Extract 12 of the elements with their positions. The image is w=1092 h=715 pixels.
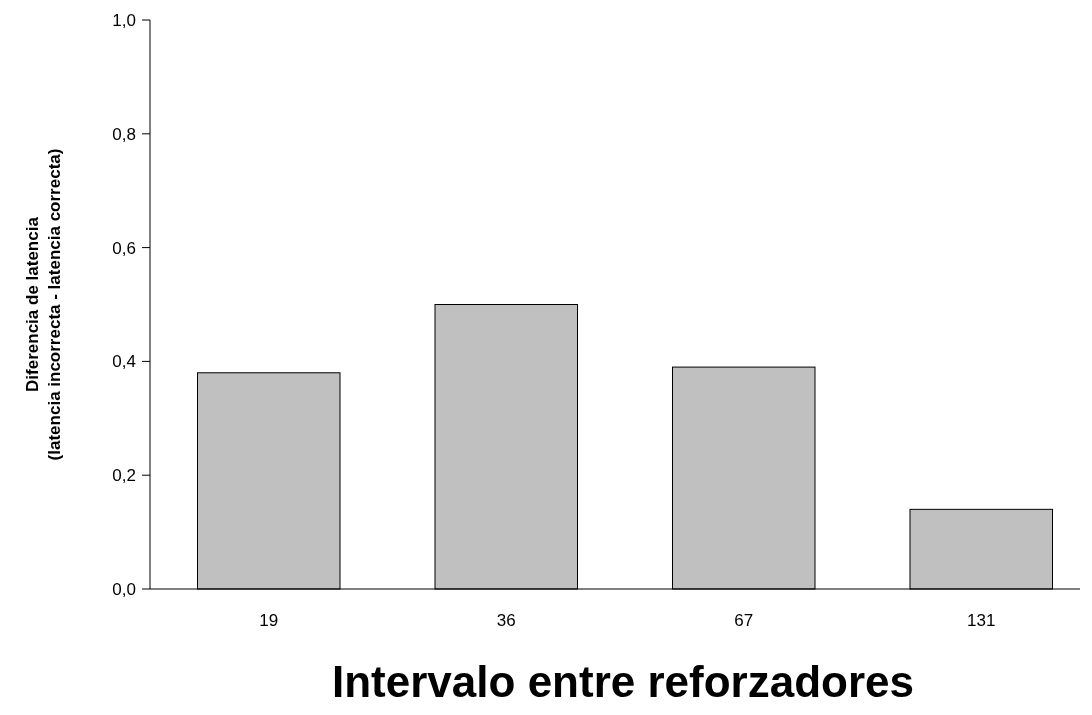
- x-axis-title: Intervalo entre reforzadores: [332, 657, 914, 706]
- y-tick-label: 0,8: [112, 124, 136, 144]
- y-tick-label: 0,0: [112, 579, 136, 599]
- y-axis-title: Diferencia de latencia (latencia incorrecta - latencia correcta): [23, 148, 64, 461]
- x-tick-label: 19: [259, 611, 279, 630]
- y-tick-label: 1,0: [112, 10, 136, 30]
- y-tick-label: 0,6: [112, 238, 136, 258]
- y-tick-label: 0,4: [112, 352, 136, 372]
- x-tick-label: 67: [734, 611, 754, 630]
- y-tick-label: 0,2: [112, 466, 136, 486]
- x-tick-label: 36: [496, 611, 516, 630]
- x-tick-label: 131: [967, 611, 996, 630]
